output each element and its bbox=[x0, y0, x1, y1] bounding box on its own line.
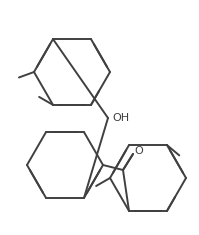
Text: O: O bbox=[134, 146, 143, 156]
Text: OH: OH bbox=[112, 113, 129, 123]
